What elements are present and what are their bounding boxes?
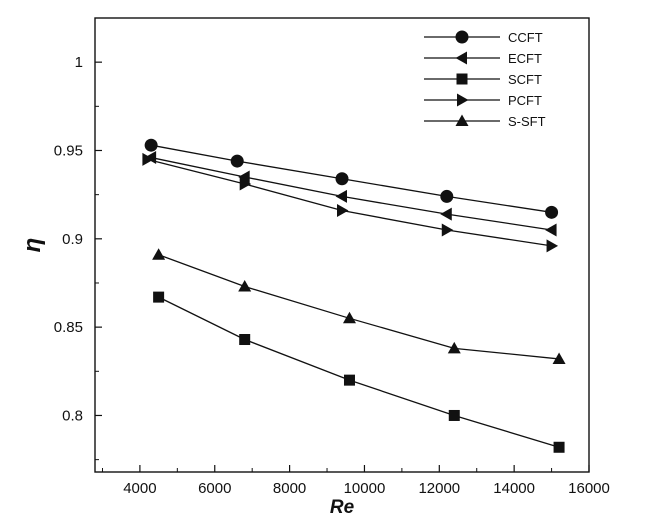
data-point xyxy=(545,223,557,236)
data-point xyxy=(442,223,454,236)
legend-label: SCFT xyxy=(508,72,542,87)
series-layer xyxy=(142,139,565,453)
data-point xyxy=(545,206,558,219)
legend-marker xyxy=(456,115,469,127)
legend-marker xyxy=(457,94,469,107)
legend-item-ecft: ECFT xyxy=(424,51,542,66)
x-tick-label: 4000 xyxy=(123,480,156,497)
series-pcft xyxy=(142,153,558,253)
data-point xyxy=(152,248,165,259)
data-point xyxy=(449,410,460,421)
y-tick-label: 0.95 xyxy=(54,142,83,159)
series-ccft xyxy=(145,139,558,219)
legend-label: ECFT xyxy=(508,51,542,66)
series-line xyxy=(151,145,551,212)
x-tick-label: 12000 xyxy=(418,480,460,497)
legend: CCFT ECFT SCFT PCFT S-SFT xyxy=(424,30,546,129)
x-tick-label: 10000 xyxy=(344,480,386,497)
series-line xyxy=(159,255,559,359)
legend-label: PCFT xyxy=(508,93,542,108)
series-line xyxy=(151,158,551,230)
legend-item-scft: SCFT xyxy=(424,72,542,87)
legend-item-ccft: CCFT xyxy=(424,30,543,45)
legend-marker xyxy=(456,52,468,65)
legend-item-s-sft: S-SFT xyxy=(424,114,546,129)
y-tick-label: 1 xyxy=(75,54,83,71)
data-point xyxy=(440,208,452,221)
data-point xyxy=(336,190,348,203)
data-point xyxy=(145,139,158,152)
legend-label: CCFT xyxy=(508,30,543,45)
legend-label: S-SFT xyxy=(508,114,546,129)
x-tick-label: 8000 xyxy=(273,480,306,497)
legend-marker xyxy=(456,31,469,44)
y-tick-label: 0.9 xyxy=(62,231,83,248)
series-s-sft xyxy=(152,248,565,364)
data-point xyxy=(554,442,565,453)
series-line xyxy=(159,297,559,447)
x-tick-label: 16000 xyxy=(568,480,610,497)
data-point xyxy=(547,239,559,252)
data-point xyxy=(337,204,349,217)
legend-marker xyxy=(457,74,468,85)
data-point xyxy=(239,334,250,345)
y-axis-title: η xyxy=(19,238,46,253)
y-tick-label: 0.8 xyxy=(62,407,83,424)
data-point xyxy=(336,172,349,185)
x-tick-label: 6000 xyxy=(198,480,231,497)
x-tick-label: 14000 xyxy=(493,480,535,497)
data-point xyxy=(153,292,164,303)
x-axis-title: Re xyxy=(330,497,355,518)
series-ecft xyxy=(145,151,557,236)
legend-item-pcft: PCFT xyxy=(424,93,542,108)
data-point xyxy=(238,280,251,292)
data-point xyxy=(231,155,244,168)
data-point xyxy=(344,375,355,386)
series-scft xyxy=(153,292,564,453)
data-point xyxy=(440,190,453,203)
y-tick-label: 0.85 xyxy=(54,319,83,336)
